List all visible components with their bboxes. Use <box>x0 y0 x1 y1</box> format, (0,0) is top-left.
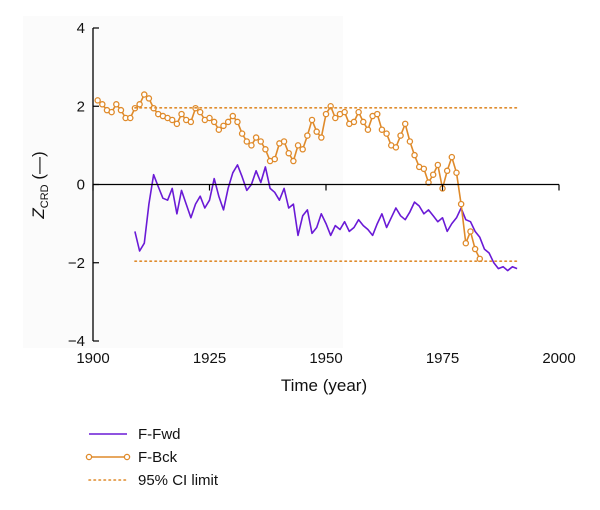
x-tick-label: 1975 <box>426 350 459 367</box>
legend: F-Fwd F-Bck 95% CI limit <box>85 426 219 489</box>
f-bck-point <box>411 151 418 159</box>
f-bck-point <box>238 130 246 137</box>
x-tick-label: 2000 <box>542 350 575 367</box>
f-bck-point <box>392 144 400 151</box>
f-bck-point <box>113 101 120 108</box>
y-axis-title-main: Z <box>29 208 48 220</box>
y-axis-title-sub: CRD <box>39 184 51 208</box>
f-bck-point <box>173 120 181 128</box>
f-bck-point <box>448 153 456 161</box>
f-bck-point <box>332 114 339 122</box>
legend-label: 95% CI limit <box>138 472 219 489</box>
f-bck-point <box>257 138 265 145</box>
f-bck-point <box>429 171 437 178</box>
f-fwd-line <box>134 164 518 272</box>
f-bck-point <box>252 134 260 141</box>
f-bck-point <box>271 155 278 163</box>
f-bck-point <box>99 101 106 108</box>
legend-label: F-Fwd <box>138 426 181 443</box>
f-bck-point <box>210 118 218 126</box>
f-bck-point <box>308 116 316 124</box>
y-tick-label: 4 <box>77 20 85 37</box>
f-bck-point <box>318 134 325 141</box>
x-tick-label: 1900 <box>76 350 109 367</box>
f-bck-point <box>229 112 237 120</box>
f-bck-point <box>234 118 241 126</box>
y-axis-title-suffix: (—) <box>29 151 48 184</box>
f-bck-point <box>401 120 409 128</box>
f-bck-point <box>187 118 195 126</box>
plot-background <box>23 16 343 348</box>
f-bck-point <box>294 142 302 149</box>
f-bck-point <box>443 167 451 175</box>
f-bck-point <box>215 126 223 133</box>
f-bck-point <box>350 118 358 126</box>
legend-swatch-marker <box>85 453 93 461</box>
f-bck-point <box>378 126 386 133</box>
f-bck-point <box>457 200 465 208</box>
plot-area <box>23 16 518 348</box>
f-bck-point <box>243 138 251 145</box>
f-bck-point <box>262 146 269 153</box>
f-bck-point <box>462 239 470 247</box>
f-bck-point <box>280 138 288 145</box>
f-bck-point <box>374 110 381 118</box>
f-bck-point <box>364 126 372 133</box>
f-bck-point <box>471 245 479 253</box>
f-bck-point <box>248 142 255 149</box>
f-bck-point <box>453 169 460 177</box>
f-bck-point <box>383 130 390 137</box>
f-bck-point <box>117 106 125 114</box>
f-bck-point <box>304 132 311 139</box>
f-bck-point <box>94 97 101 104</box>
y-tick-label: 0 <box>77 177 85 194</box>
f-bck-point <box>220 122 227 130</box>
f-bck-point <box>434 161 442 169</box>
f-bck-point <box>136 101 143 108</box>
x-axis-title: Time (year) <box>281 376 367 395</box>
legend-swatch-marker <box>123 453 131 461</box>
f-bck-point <box>168 116 176 124</box>
legend-label: F-Bck <box>138 449 178 466</box>
f-bck-point <box>341 108 348 116</box>
f-bck-point <box>141 91 148 98</box>
y-tick-label: 2 <box>77 98 85 115</box>
f-bck-point <box>299 146 306 153</box>
f-bck-point <box>420 165 428 173</box>
f-bck-point <box>206 114 213 122</box>
f-bck-point <box>360 118 367 126</box>
f-bck-point <box>355 108 362 116</box>
y-tick-label: −4 <box>68 333 85 350</box>
f-bck-point <box>145 95 153 102</box>
f-bck-point <box>397 132 404 139</box>
f-bck-point <box>224 118 232 126</box>
x-tick-label: 1925 <box>193 350 226 367</box>
f-bck-point <box>178 110 185 118</box>
f-bck-point <box>313 128 320 135</box>
axes: −4 −2 0 2 4 1900 1925 1950 1975 2000 <box>68 20 576 367</box>
f-bck-point <box>467 228 474 235</box>
f-bck-point <box>127 114 134 122</box>
f-bck-point <box>196 108 204 116</box>
x-tick-label: 1950 <box>309 350 342 367</box>
f-bck-point <box>285 149 292 157</box>
y-tick-label: −2 <box>68 255 85 272</box>
f-bck-point <box>322 110 330 118</box>
f-bck-point <box>406 138 414 145</box>
y-axis-title: ZCRD (—) <box>29 151 51 219</box>
f-bck-point <box>290 157 297 165</box>
f-bck-point <box>108 108 115 116</box>
